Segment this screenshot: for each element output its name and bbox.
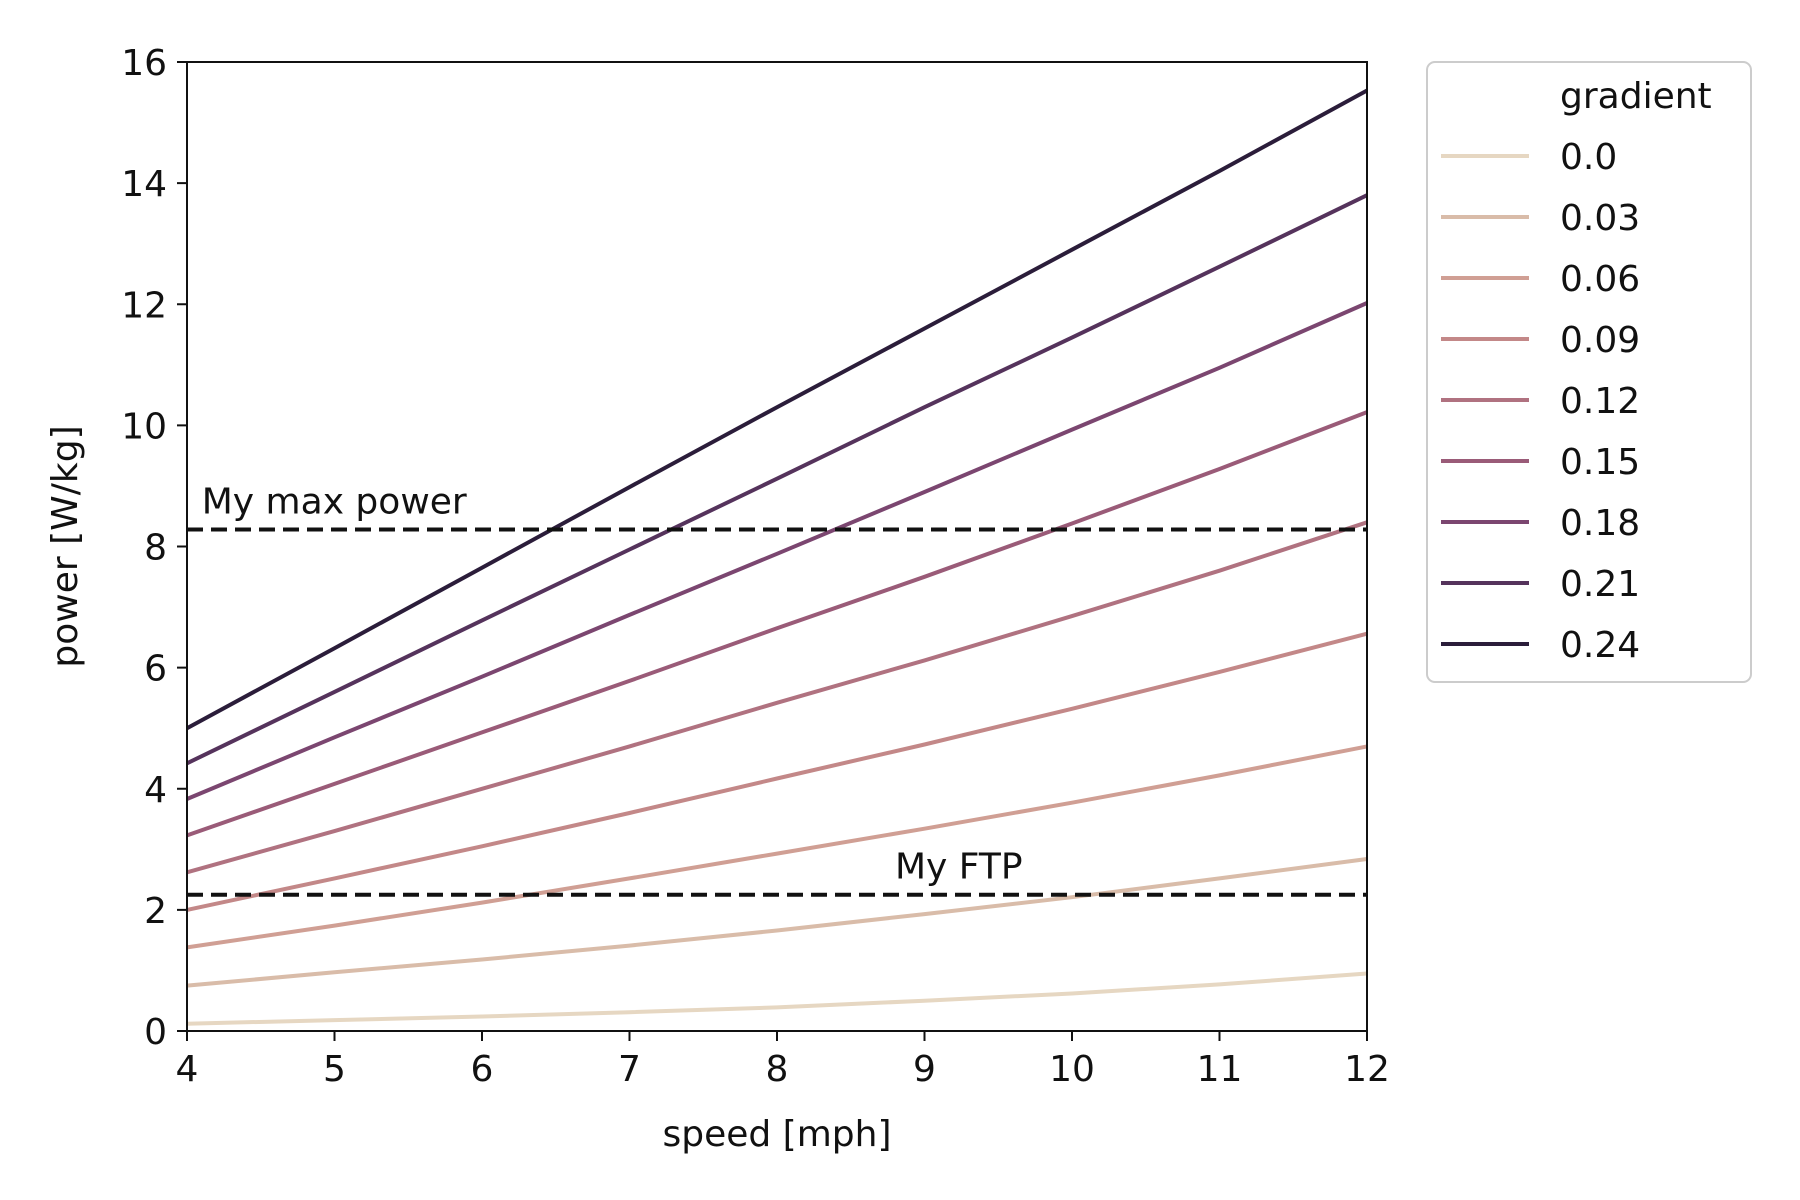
legend-label-2: 0.06 <box>1560 259 1640 300</box>
x-tick-label: 4 <box>176 1049 199 1090</box>
legend-label-5: 0.15 <box>1560 442 1640 483</box>
reference-lines: My max power My FTP <box>187 482 1367 897</box>
x-tick-label: 11 <box>1197 1049 1243 1090</box>
y-axis-label: power [W/kg] <box>45 425 86 667</box>
x-axis-label: speed [mph] <box>662 1114 891 1155</box>
legend-label-3: 0.09 <box>1560 320 1640 361</box>
x-tick-label: 5 <box>323 1049 346 1090</box>
x-tick-label: 6 <box>471 1049 494 1090</box>
plot-lines <box>186 88 1368 1026</box>
y-tick-label: 0 <box>144 1012 167 1053</box>
y-tick-label: 10 <box>121 406 167 447</box>
y-tick-label: 14 <box>121 164 167 205</box>
y-tick-label: 6 <box>144 649 167 690</box>
series-line-0 <box>186 971 1368 1026</box>
y-tick-label: 16 <box>121 43 167 84</box>
x-tick-label: 7 <box>618 1049 641 1090</box>
series-line-8 <box>186 88 1368 730</box>
series-line-1 <box>186 857 1368 988</box>
series-line-5 <box>186 410 1368 838</box>
y-tick-label: 2 <box>144 891 167 932</box>
series-line-7 <box>186 193 1368 766</box>
legend-label-4: 0.12 <box>1560 381 1640 422</box>
legend-label-8: 0.24 <box>1560 625 1640 666</box>
legend-label-6: 0.18 <box>1560 503 1640 544</box>
series-line-2 <box>186 744 1368 950</box>
y-tick-label: 12 <box>121 285 167 326</box>
hline-label-max-power: My max power <box>202 482 467 523</box>
series-line-4 <box>186 520 1368 875</box>
legend-label-0: 0.0 <box>1560 137 1617 178</box>
y-axis-ticks: 0 2 4 6 8 10 12 14 16 <box>121 43 187 1053</box>
series-line-3 <box>186 631 1368 912</box>
legend-title: gradient <box>1560 76 1712 117</box>
x-tick-label: 10 <box>1049 1049 1095 1090</box>
x-tick-label: 8 <box>766 1049 789 1090</box>
plot-frame <box>186 61 1368 1032</box>
x-tick-label: 9 <box>913 1049 936 1090</box>
legend-label-1: 0.03 <box>1560 198 1640 239</box>
series-line-6 <box>186 301 1368 801</box>
x-axis-ticks: 4 5 6 7 8 9 10 11 12 <box>176 1031 1390 1090</box>
hline-label-ftp: My FTP <box>895 847 1023 888</box>
legend-label-7: 0.21 <box>1560 564 1640 605</box>
legend-items: 0.0 0.03 0.06 0.09 0.12 0.15 0.18 0.21 0.24 <box>1441 137 1640 666</box>
y-tick-label: 4 <box>144 770 167 811</box>
x-tick-label: 12 <box>1344 1049 1390 1090</box>
y-tick-label: 8 <box>144 528 167 569</box>
legend: gradient 0.0 0.03 0.06 0.09 0.12 0.15 0.18 0.21… <box>1426 61 1752 683</box>
